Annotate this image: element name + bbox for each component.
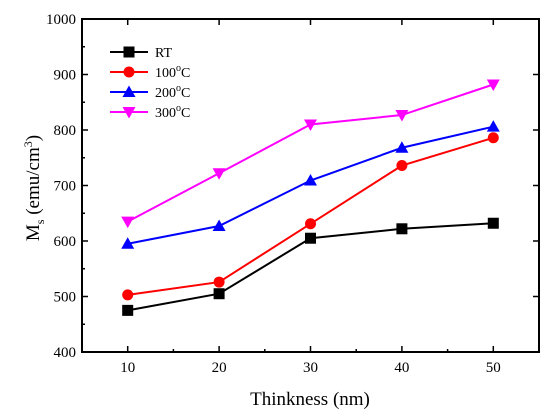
data-point (213, 288, 225, 300)
legend-label-main: RT (155, 46, 172, 61)
data-point (395, 141, 409, 153)
data-point (395, 110, 409, 122)
data-point (486, 79, 500, 91)
data-point (212, 219, 226, 232)
y-label-sub: s (33, 219, 47, 224)
data-point (486, 120, 500, 132)
y-label-sup: 3 (21, 141, 35, 147)
x-tick-label: 50 (486, 360, 501, 376)
y-tick-label: 600 (54, 234, 77, 250)
plot-frame (81, 18, 540, 353)
series-line-1 (127, 136, 494, 296)
data-point (396, 223, 408, 235)
legend-label-suffix: C (181, 86, 190, 101)
x-tick-label: 20 (212, 360, 227, 376)
legend-label-suffix: C (181, 106, 190, 121)
data-point (212, 168, 226, 180)
y-tick-label: 400 (54, 345, 77, 361)
y-tick-label: 500 (54, 290, 77, 306)
data-point (304, 174, 317, 186)
legend-label-sup: o (176, 83, 181, 94)
legend-label-main: 100 (155, 66, 176, 81)
y-tick-label: 1000 (46, 12, 76, 28)
legend-label-suffix: C (181, 66, 190, 81)
legend-label-sup: o (176, 63, 181, 74)
data-point (122, 289, 134, 301)
data-point (121, 237, 135, 249)
legend-label: RT (155, 46, 172, 61)
legend-label-sup: o (176, 103, 181, 114)
x-axis-label: Thinkness (nm) (250, 389, 370, 410)
legend-label-main: 300 (155, 106, 176, 121)
series-markers (121, 79, 500, 316)
legend-label: 200oC (155, 83, 190, 101)
y-tick-label: 900 (54, 68, 77, 84)
y-tick-label: 800 (54, 123, 77, 139)
y-tick-label: 700 (54, 179, 77, 195)
data-point (213, 276, 225, 288)
legend-marker (122, 85, 136, 97)
data-point (487, 217, 499, 229)
y-label-close: ) (23, 135, 44, 141)
data-point (487, 132, 499, 144)
legend-label-main: 200 (155, 86, 176, 101)
legend-marker (122, 107, 136, 119)
y-axis-label: Ms (emu/cm3) (21, 135, 47, 241)
y-label-rest: (emu/cm (23, 147, 44, 220)
data-point (305, 232, 316, 244)
legend-marker (123, 46, 135, 58)
data-point (122, 304, 134, 316)
axis-ticks: 10 20 30 40 50 400 500 600 700 800 900 1000 (46, 12, 540, 376)
data-point (305, 218, 316, 230)
legend-label: 100oC (155, 63, 190, 81)
legend-marker (123, 66, 135, 78)
legend-label: 300oC (155, 103, 190, 121)
x-tick-label: 10 (120, 360, 135, 376)
y-label-main: M (23, 224, 44, 241)
data-point (121, 216, 135, 229)
x-tick-label: 30 (303, 360, 318, 376)
data-point (304, 119, 317, 131)
x-tick-label: 40 (394, 360, 409, 376)
data-point (396, 160, 408, 172)
